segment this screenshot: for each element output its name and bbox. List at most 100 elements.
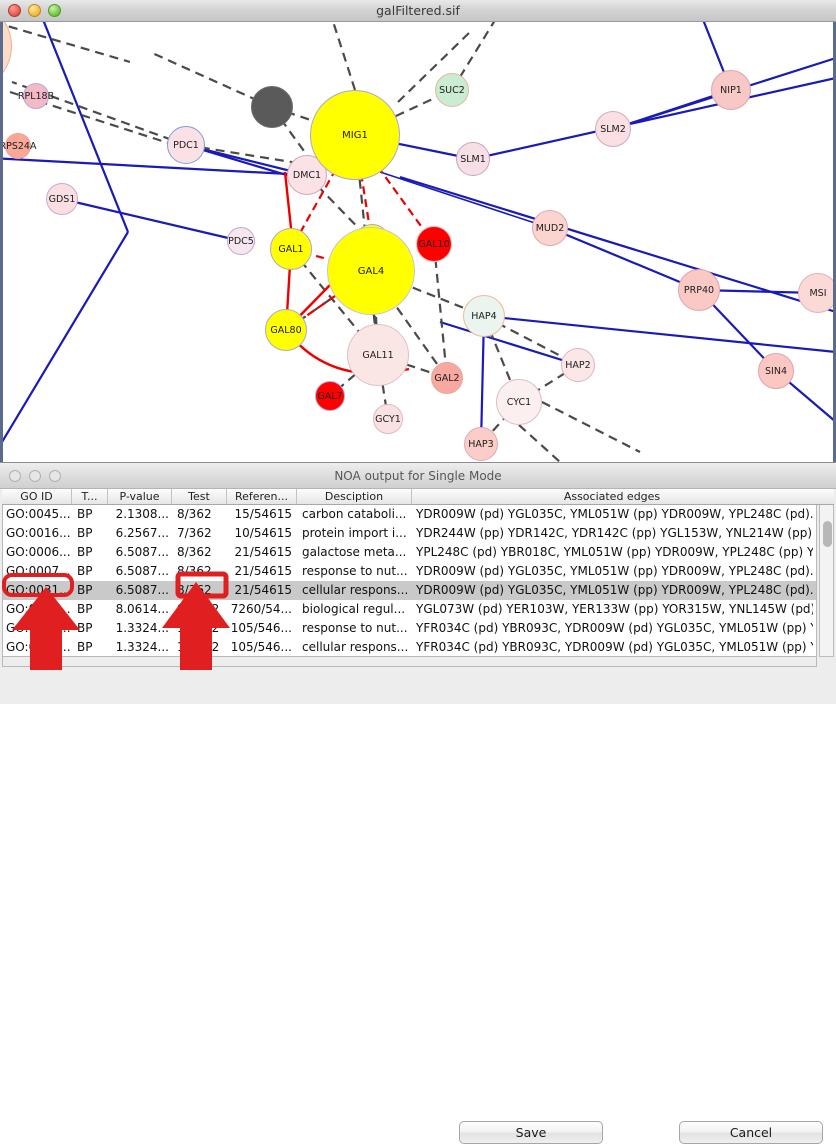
page-title: galFiltered.sif [376,3,460,18]
network-node-rps24a[interactable]: RPS24A [0,133,36,159]
network-edge [479,315,486,445]
network-node-nip1[interactable]: NIP1 [711,70,751,110]
canvas-left-border [0,22,3,462]
table-row[interactable]: GO:0016... BP 6.2567... 7/362 10/54615 protei… [3,524,816,543]
node-label: HAP3 [468,438,494,450]
network-edge [439,320,579,367]
node-label: GAL2 [434,372,460,384]
network-edge [518,364,579,403]
column-header-p-value[interactable]: P-value [108,489,172,504]
network-node-rpl18b[interactable]: RPL18B [18,83,54,109]
network-node-hap2[interactable]: HAP2 [561,348,595,382]
node-label: GAL11 [362,349,394,361]
column-header-go-id[interactable]: GO ID [2,489,72,504]
column-header-t[interactable]: T... [72,489,108,504]
main-window-titlebar: galFiltered.sif [0,0,836,22]
table-row[interactable]: GO:0031...BP1.3324...11/362105/546...res… [3,619,816,638]
annotation-rect-goid [2,573,74,597]
dialog-title-label: NOA output for Single Mode [334,469,502,483]
network-node-gal11[interactable]: GAL11 [347,324,409,386]
network-node-msi[interactable]: MSI [798,273,836,313]
cell-go-id: GO:0006... [6,545,71,559]
network-node-gal80[interactable]: GAL80 [265,309,307,351]
node-label: GAL80 [270,324,302,336]
cell-description: carbon cataboli... [302,507,407,521]
dialog-minimize-icon[interactable] [29,470,41,482]
cell-type: BP [77,621,93,635]
network-node-gds1[interactable]: GDS1 [46,183,78,215]
zoom-icon[interactable] [48,4,61,17]
network-node-mig1[interactable]: MIG1 [310,90,400,180]
table-row[interactable]: GO:0006... BP 6.5087... 8/362 21/54615 galact… [3,543,816,562]
network-node-pdc1[interactable]: PDC1 [167,126,205,164]
node-label: CYC1 [506,396,532,408]
network-node-slm1[interactable]: SLM1 [456,142,490,176]
cell-go-id: GO:0045... [6,507,71,521]
network-node-gal7[interactable]: GAL7 [315,381,345,411]
cell-edges: YDR009W (pd) YGL035C, YML051W (pp) YDR00… [416,583,813,597]
cell-go-id: GO:0016... [6,526,71,540]
annotation-arrow-goid [12,587,80,670]
cell-reference: 21/54615 [234,583,293,597]
minimize-icon[interactable] [28,4,41,17]
column-header-test[interactable]: Test [172,489,227,504]
node-label: HAP2 [565,359,591,371]
network-edge [290,248,379,356]
cell-edges: YFR034C (pd) YBR093C, YDR009W (pd) YGL03… [416,621,813,635]
cell-description: cellular respons... [302,640,409,654]
network-node-gal10[interactable]: GAL10 [416,226,452,262]
cell-description: response to nut... [302,621,408,635]
network-edge [185,143,311,167]
save-button[interactable]: Save [459,1121,603,1144]
table-vertical-scrollbar[interactable] [819,505,834,657]
cell-reference: 15/54615 [234,507,293,521]
dialog-zoom-icon[interactable] [49,470,61,482]
dialog-close-icon[interactable] [9,470,21,482]
column-header-desciption[interactable]: Desciption [297,489,412,504]
cell-edges: YFR034C (pd) YBR093C, YDR009W (pd) YGL03… [416,640,813,654]
cell-type: BP [77,564,93,578]
window-traffic-lights [8,4,61,17]
network-node-gal4[interactable]: GAL4 [327,227,415,315]
network-edge [397,31,471,103]
network-node-slm2[interactable]: SLM2 [595,111,631,147]
table-row[interactable]: GO:0045... BP 2.1308... 8/362 15/54615 carbon… [3,505,816,524]
column-header-associated-edges[interactable]: Associated edges [563,490,661,503]
network-node-unlabeled-6[interactable] [251,86,293,128]
network-node-prp40[interactable]: PRP40 [678,269,720,311]
node-label: SLM1 [460,153,486,165]
node-label: PDC5 [228,235,254,247]
table-header-row: GO ID T... P-value Test Referen... Desciption… [2,489,834,505]
network-node-pdc5[interactable]: PDC5 [227,227,255,255]
node-label: PRP40 [683,284,715,296]
cell-reference: 105/546... [230,640,292,654]
network-edge [61,197,242,243]
network-node-gal2[interactable]: GAL2 [431,362,463,394]
network-edge [379,171,551,229]
node-label: GAL10 [418,238,450,250]
network-node-sin4[interactable]: SIN4 [758,353,794,389]
network-node-cyc1[interactable]: CYC1 [496,379,542,425]
column-header-referen[interactable]: Referen... [227,489,297,504]
cell-description: response to nut... [302,564,408,578]
network-node-hap4[interactable]: HAP4 [463,295,505,337]
network-edge [472,76,836,161]
cell-reference: 10/54615 [234,526,293,540]
network-node-hap3[interactable]: HAP3 [464,427,498,461]
network-node-gcy1[interactable]: GCY1 [373,404,403,434]
cell-type: BP [77,583,93,597]
node-label: SUC2 [439,84,465,96]
network-node-gal1[interactable]: GAL1 [270,228,312,270]
node-label: MSI [809,287,827,299]
table-row[interactable]: GO:0031...BP1.3324...11/362105/546...cel… [3,638,816,656]
network-node-mud2[interactable]: MUD2 [532,210,568,246]
network-edge [332,22,357,91]
scrollbar-thumb[interactable] [823,521,832,547]
cell-test: 8/362 [177,545,212,559]
network-canvas[interactable]: RPL18B RPS24A GDS1 PDC1 PDC5 DMC1 MIG1 SUC2 SLM1… [0,22,836,462]
cancel-button[interactable]: Cancel [679,1121,823,1144]
table-body[interactable]: GO:0045... BP 2.1308... 8/362 15/54615 carbon… [2,505,817,657]
network-node-suc2[interactable]: SUC2 [435,73,469,107]
close-icon[interactable] [8,4,21,17]
